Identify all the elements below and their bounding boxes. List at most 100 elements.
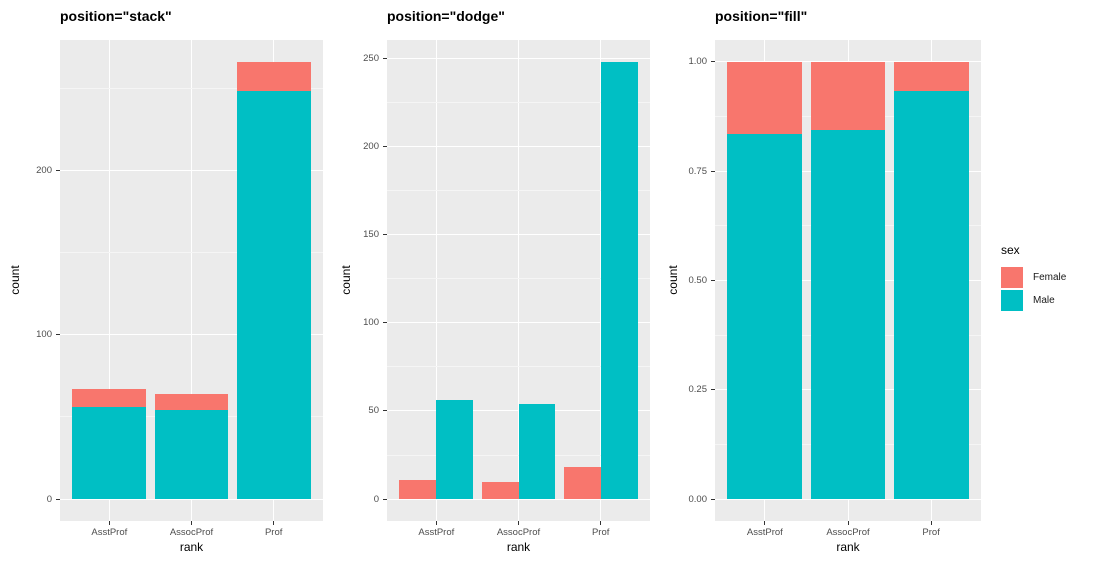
x-axis-title: rank xyxy=(836,540,860,554)
y-tick-mark xyxy=(383,145,387,147)
y-tick-label: 250 xyxy=(363,52,379,64)
y-tick-mark xyxy=(711,280,715,281)
y-tick-label: 0 xyxy=(46,493,52,505)
bar-segment-male xyxy=(600,61,638,500)
bar-segment-male xyxy=(810,130,886,500)
y-tick-mark xyxy=(383,234,387,236)
y-tick-mark xyxy=(383,410,387,412)
y-tick-label: 0 xyxy=(373,493,379,505)
x-tick-mark xyxy=(847,521,849,525)
x-tick-label: AsstProf xyxy=(418,527,455,538)
gridline-vertical xyxy=(108,40,110,521)
x-axis-title: rank xyxy=(179,540,204,554)
y-tick-mark xyxy=(383,498,387,500)
bar-segment-male xyxy=(893,91,969,500)
y-tick-label: 150 xyxy=(363,229,379,241)
x-tick-mark xyxy=(930,521,932,525)
x-tick-mark xyxy=(108,521,110,525)
plot-title-fill: position="fill" xyxy=(715,8,808,24)
bar-segment-male xyxy=(518,403,556,500)
gridline-major xyxy=(60,334,323,336)
x-tick-mark xyxy=(435,521,437,525)
legend-item-female: Female xyxy=(1001,267,1066,288)
bar-segment-female xyxy=(72,388,147,408)
x-tick-label: Prof xyxy=(591,527,610,538)
gridline-vertical xyxy=(518,40,519,521)
y-axis-title: count xyxy=(8,264,22,295)
bar-segment-female xyxy=(893,61,969,92)
bar-segment-male xyxy=(72,407,147,500)
y-tick-mark xyxy=(711,498,715,500)
y-tick-mark xyxy=(711,61,715,63)
legend-key-female xyxy=(1001,267,1023,288)
x-tick-label: AsstProf xyxy=(91,527,128,538)
bar-segment-female xyxy=(727,61,803,134)
bar-segment-male xyxy=(436,400,474,500)
x-tick-label: AssocProf xyxy=(496,527,541,538)
x-tick-mark xyxy=(273,521,275,525)
y-tick-label: 200 xyxy=(36,164,52,176)
plot-title-stack: position="stack" xyxy=(60,8,172,24)
gridline-minor xyxy=(387,101,650,103)
gridline-minor xyxy=(60,87,323,89)
gridline-major xyxy=(387,57,650,59)
gridline-vertical xyxy=(435,40,437,521)
legend-title: sex xyxy=(1001,243,1020,257)
gridline-minor xyxy=(387,190,650,192)
gridline-minor xyxy=(60,252,323,254)
legend-item-male: Male xyxy=(1001,290,1066,311)
gridline-major xyxy=(60,169,323,171)
y-tick-label: 0.25 xyxy=(688,384,708,396)
legend-key-male xyxy=(1001,290,1023,311)
plot-title-dodge: position="dodge" xyxy=(387,8,505,24)
legend-label-female: Female xyxy=(1033,272,1067,283)
gridline-major xyxy=(387,145,650,147)
gridline-major xyxy=(715,498,981,500)
x-tick-label: AsstProf xyxy=(746,527,783,538)
gridline-vertical xyxy=(191,40,192,521)
gridline-minor xyxy=(387,366,650,368)
bar-segment-female xyxy=(399,479,437,500)
y-axis-title: count xyxy=(339,264,353,295)
y-tick-mark xyxy=(711,389,715,391)
x-tick-label: Prof xyxy=(922,527,940,538)
bar-segment-female xyxy=(810,61,886,131)
y-tick-label: 0.00 xyxy=(688,493,708,505)
bar-segment-male xyxy=(727,133,803,500)
y-tick-label: 100 xyxy=(36,329,52,341)
y-tick-mark xyxy=(56,334,60,336)
bar-segment-male xyxy=(236,91,311,500)
legend-label-male: Male xyxy=(1033,295,1055,306)
y-tick-label: 0.50 xyxy=(688,275,708,286)
legend: sex Female Male xyxy=(1001,243,1066,313)
gridline-major xyxy=(60,498,323,500)
x-tick-mark xyxy=(764,521,766,525)
bar-segment-female xyxy=(154,393,229,411)
bar-segment-female xyxy=(563,467,601,500)
x-tick-mark xyxy=(518,521,519,525)
x-axis-title: rank xyxy=(506,540,531,554)
x-tick-mark xyxy=(600,521,602,525)
y-tick-label: 50 xyxy=(368,405,379,417)
y-tick-label: 200 xyxy=(363,140,379,152)
x-tick-label: AssocProf xyxy=(169,527,214,538)
y-tick-mark xyxy=(56,498,60,500)
bar-segment-female xyxy=(481,481,519,500)
gridline-major xyxy=(387,234,650,236)
gridline-major xyxy=(387,322,650,324)
x-tick-label: AssocProf xyxy=(826,527,870,538)
y-tick-mark xyxy=(383,57,387,59)
x-tick-label: Prof xyxy=(264,527,283,538)
y-tick-label: 1.00 xyxy=(688,56,708,68)
bar-segment-female xyxy=(236,61,311,92)
y-tick-label: 0.75 xyxy=(688,165,708,177)
x-tick-mark xyxy=(191,521,192,525)
bar-segment-male xyxy=(154,410,229,500)
y-tick-label: 100 xyxy=(363,317,379,329)
gridline-minor xyxy=(387,278,650,280)
gridline-major xyxy=(387,498,650,500)
y-tick-mark xyxy=(711,170,715,172)
y-tick-mark xyxy=(383,322,387,324)
y-tick-mark xyxy=(56,169,60,171)
